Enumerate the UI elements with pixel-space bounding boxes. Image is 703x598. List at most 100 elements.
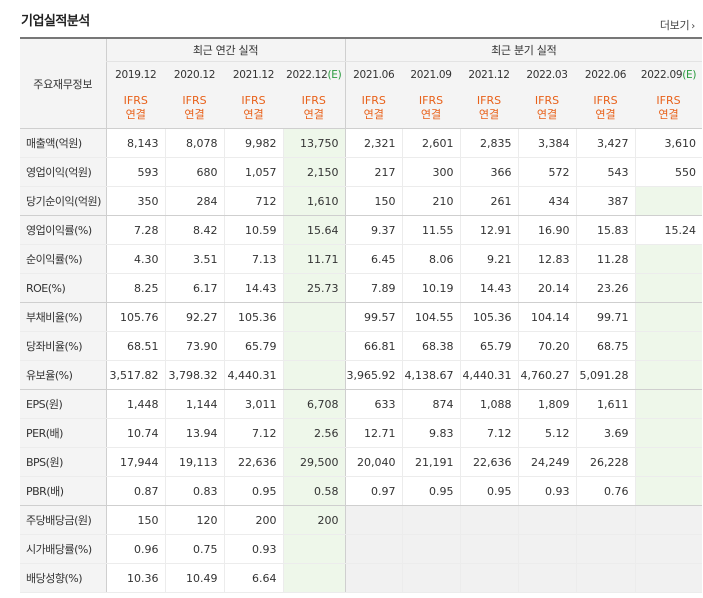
annual-value-cell: 65.79	[223, 331, 283, 361]
quarter-value-cell: 572	[517, 157, 577, 187]
quarter-value-cell: 210	[401, 186, 461, 216]
type-line2: 연결	[303, 108, 324, 121]
period-label: 2019.12	[115, 69, 157, 81]
quarter-value-cell	[459, 534, 519, 564]
quarter-value-cell: 3,427	[575, 128, 636, 158]
row-label: BPS(원)	[20, 447, 106, 477]
quarter-value-cell: 15.83	[575, 215, 636, 245]
annual-value-cell: 17,944	[105, 447, 165, 477]
period-label: 2021.12	[232, 69, 275, 81]
annual-value-cell	[282, 563, 346, 593]
table-row: 부채비율(%) 105.76 92.27 105.36 99.57 104.55 105.3…	[20, 302, 703, 332]
annual-value-cell: 150	[105, 505, 165, 535]
annual-value-cell: 0.83	[164, 476, 224, 506]
annual-value-cell: 2.56	[282, 418, 346, 448]
quarter-value-cell	[401, 505, 461, 535]
annual-value-cell: 120	[164, 505, 224, 535]
table-row: PBR(배) 0.87 0.83 0.95 0.58 0.97 0.95 0.95 0.93 0.…	[20, 476, 703, 506]
period-label: 2021.12	[468, 69, 510, 81]
annual-value-cell: 10.59	[223, 215, 283, 245]
type-line1: IFRS	[182, 94, 207, 107]
type-line2: 연결	[243, 108, 264, 121]
annual-value-cell: 8,078	[164, 128, 224, 158]
type-line2: 연결	[658, 108, 679, 121]
quarter-value-cell: 9.37	[344, 215, 403, 245]
quarter-value-cell: 9.21	[459, 244, 519, 274]
period-label: 2021.09	[410, 69, 452, 81]
annual-value-cell: 14.43	[223, 273, 283, 303]
quarter-value-cell: 26,228	[575, 447, 636, 477]
table-row: 영업이익률(%) 7.28 8.42 10.59 15.64 9.37 11.55 12.91…	[20, 215, 703, 245]
accounting-type-header: IFRS 연결	[165, 88, 224, 129]
quarter-value-cell	[517, 505, 577, 535]
quarter-value-cell: 633	[344, 389, 403, 419]
annual-value-cell: 6,708	[282, 389, 346, 419]
quarter-value-cell: 2,601	[401, 128, 461, 158]
type-line1: IFRS	[476, 94, 502, 107]
period-label: 2022.12	[286, 69, 328, 81]
annual-value-cell: 1,057	[223, 157, 283, 187]
annual-value-cell: 22,636	[223, 447, 283, 477]
row-label: 부채비율(%)	[20, 302, 106, 332]
quarter-value-cell	[634, 389, 703, 419]
annual-value-cell: 13,750	[282, 128, 346, 158]
annual-value-cell: 10.36	[105, 563, 165, 593]
quarter-value-cell	[634, 360, 703, 390]
quarter-value-cell: 261	[459, 186, 519, 216]
quarter-value-cell: 4,760.27	[517, 360, 577, 390]
row-label: 영업이익률(%)	[20, 215, 106, 245]
annual-value-cell: 7.13	[223, 244, 283, 274]
quarter-value-cell	[517, 563, 577, 593]
type-line2: 연결	[420, 108, 442, 121]
annual-value-cell: 9,982	[223, 128, 283, 158]
quarter-value-cell: 70.20	[517, 331, 577, 361]
quarter-value-cell: 0.93	[517, 476, 577, 506]
quarter-value-cell: 21,191	[401, 447, 461, 477]
annual-value-cell: 712	[223, 186, 283, 216]
quarter-value-cell: 2,835	[459, 128, 519, 158]
annual-value-cell: 105.36	[223, 302, 283, 332]
table-row: 주당배당금(원) 150 120 200 200	[20, 505, 703, 535]
row-label: 매출액(억원)	[20, 128, 106, 158]
quarter-period-header: 2021.12	[460, 61, 519, 88]
annual-value-cell: 3,798.32	[164, 360, 224, 390]
quarter-value-cell	[634, 186, 703, 216]
table-row: 당기순이익(억원) 350 284 712 1,610 150 210 261 434 387	[20, 186, 703, 216]
annual-value-cell: 6.64	[223, 563, 283, 593]
quarter-value-cell: 68.38	[401, 331, 461, 361]
row-label: 유보율(%)	[20, 360, 106, 390]
quarter-value-cell: 874	[401, 389, 461, 419]
quarter-value-cell	[634, 273, 703, 303]
quarter-value-cell	[344, 534, 403, 564]
quarter-value-cell: 22,636	[459, 447, 519, 477]
annual-value-cell: 6.17	[164, 273, 224, 303]
annual-value-cell	[282, 360, 346, 390]
type-line2: 연결	[536, 108, 558, 121]
quarter-value-cell: 12.83	[517, 244, 577, 274]
quarter-value-cell: 16.90	[517, 215, 577, 245]
quarter-group-header: 최근 분기 실적	[344, 38, 703, 62]
quarter-value-cell: 23.26	[575, 273, 636, 303]
period-label: 2022.06	[584, 69, 627, 81]
annual-value-cell: 3,517.82	[105, 360, 165, 390]
type-line2: 연결	[595, 108, 616, 121]
row-label: 당좌비율(%)	[20, 331, 106, 361]
quarter-period-header: 2021.06	[344, 61, 403, 88]
quarter-period-header: 2021.09	[402, 61, 461, 88]
accounting-type-header: IFRS 연결	[402, 88, 461, 129]
table-row: 배당성향(%) 10.36 10.49 6.64	[20, 563, 703, 593]
row-label: PER(배)	[20, 418, 106, 448]
row-label: 주당배당금(원)	[20, 505, 106, 535]
type-line2: 연결	[363, 108, 384, 121]
row-label: ROE(%)	[20, 273, 106, 303]
quarter-value-cell: 3.69	[575, 418, 636, 448]
annual-value-cell: 68.51	[105, 331, 165, 361]
quarter-value-cell: 10.19	[401, 273, 461, 303]
table-row: EPS(원) 1,448 1,144 3,011 6,708 633 874 1,088 1,8…	[20, 389, 703, 419]
period-label: 2020.12	[173, 69, 216, 81]
quarter-value-cell: 0.76	[575, 476, 636, 506]
quarter-value-cell: 0.97	[344, 476, 403, 506]
annual-value-cell: 1,448	[105, 389, 165, 419]
more-link[interactable]: 더보기 ›	[660, 17, 695, 33]
quarter-value-cell: 2,321	[344, 128, 403, 158]
